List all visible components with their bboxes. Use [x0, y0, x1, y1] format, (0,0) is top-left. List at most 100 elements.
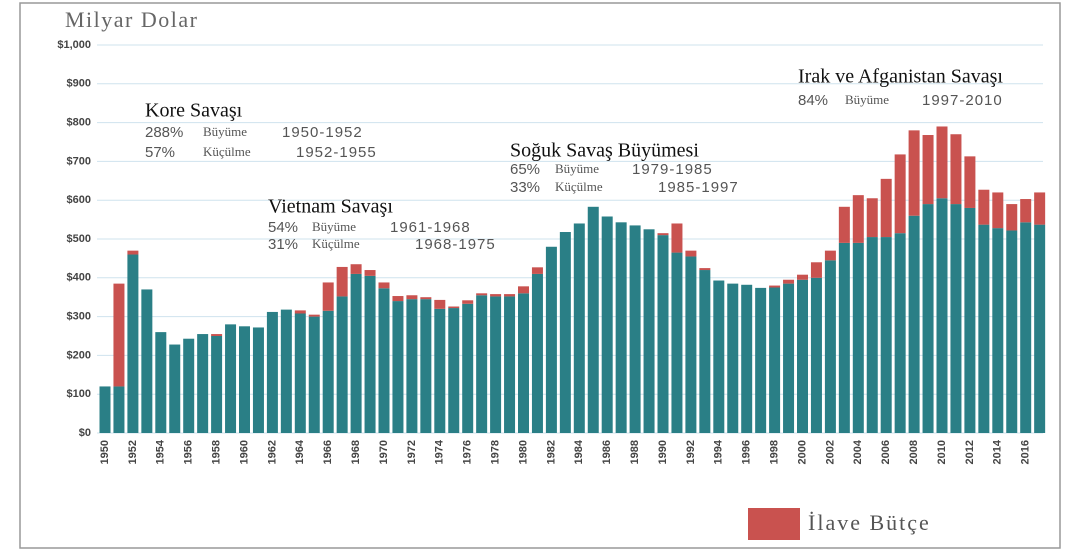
bar-segment [866, 237, 878, 433]
bar-segment [350, 273, 362, 433]
bar-segment [1006, 230, 1018, 433]
bar-segment [894, 233, 906, 433]
bar-segment [462, 303, 474, 433]
annotation-pct: 288% [145, 124, 183, 141]
bar-segment [950, 204, 962, 433]
bar-segment [518, 293, 529, 433]
bar-segment [1020, 222, 1032, 433]
bar-segment [685, 250, 697, 257]
bar-segment [518, 286, 529, 294]
bar-segment [141, 289, 153, 433]
bar-segment [978, 224, 990, 433]
annotation-title: Vietnam Savaşı [268, 196, 393, 218]
bar-segment [908, 215, 920, 433]
bar-segment [992, 228, 1004, 433]
bar-segment [824, 250, 836, 261]
annotation-word: Büyüme [555, 161, 599, 176]
bar-segment [308, 316, 320, 433]
bar-segment [699, 270, 711, 433]
bar-segment [531, 267, 543, 274]
annotation-pct: 57% [145, 144, 175, 161]
bar-segment [308, 314, 320, 317]
x-tick-label: 2012 [964, 440, 976, 464]
legend-label: İlave Bütçe [808, 510, 931, 535]
bar-segment [783, 283, 795, 433]
x-tick-label: 2010 [936, 440, 948, 464]
annotation-word: Küçülme [312, 236, 360, 251]
x-tick-label: 1996 [741, 440, 753, 464]
bar-segment [797, 274, 808, 280]
bar-segment [797, 279, 808, 433]
x-tick-label: 1964 [294, 439, 306, 464]
frame [19, 2, 1061, 549]
y-tick-label: $700 [67, 155, 91, 167]
bar-segment [406, 295, 418, 300]
bar-segment [922, 135, 934, 205]
bar-segment [392, 301, 404, 433]
bar-segment [322, 310, 334, 433]
bar-segment [880, 178, 892, 238]
annotation-years: 1979-1985 [632, 161, 713, 178]
x-tick-label: 1958 [211, 440, 223, 464]
bar-segment [950, 134, 962, 205]
y-tick-label: $600 [67, 194, 91, 206]
bar-segment [392, 296, 404, 302]
bar-segment [964, 156, 976, 208]
x-tick-label: 1976 [462, 440, 474, 464]
bar-segment [894, 154, 906, 234]
bar-segment [1034, 224, 1046, 433]
bar-segment [713, 280, 725, 433]
bar-segment [420, 299, 432, 433]
bar-segment [462, 300, 474, 304]
x-tick-label: 1984 [573, 439, 585, 464]
annotation-word: Küçülme [555, 179, 603, 194]
bar-segment [936, 198, 948, 433]
bar-segment [880, 237, 892, 433]
bar-segment [810, 262, 822, 278]
bar-segment [922, 204, 934, 433]
annotation-pct: 33% [510, 179, 540, 196]
annotation-title: Kore Savaşı [145, 100, 243, 122]
bar-segment [420, 297, 432, 300]
bar-segment [378, 282, 390, 289]
bar-segment [643, 229, 655, 433]
bar-segment [476, 295, 488, 433]
bar-segment [211, 336, 223, 433]
bar-segment [573, 223, 585, 433]
bar-segment [252, 327, 264, 433]
x-tick-label: 1990 [657, 440, 669, 464]
x-tick-label: 1982 [545, 440, 557, 464]
bar-segment [322, 282, 334, 311]
bar-segment [364, 270, 376, 276]
bar-segment [434, 308, 446, 433]
x-tick-label: 2006 [880, 440, 892, 464]
annotation-years: 1961-1968 [390, 219, 471, 236]
x-tick-label: 2002 [824, 440, 836, 464]
bar-segment [350, 264, 362, 274]
x-tick-label: 1988 [629, 440, 641, 464]
annotation-years: 1985-1997 [658, 179, 739, 196]
x-tick-label: 1980 [517, 440, 529, 464]
annotation-pct: 31% [268, 236, 298, 253]
bar-segment [336, 296, 348, 433]
y-tick-label: $1,000 [57, 39, 91, 51]
bar-segment [266, 311, 278, 433]
bar-segment [1034, 192, 1046, 225]
bar-segment [531, 273, 543, 433]
annotation-word: Büyüme [845, 92, 889, 107]
bar-segment [685, 256, 697, 433]
y-tick-label: $300 [67, 311, 91, 323]
x-tick-label: 1994 [713, 439, 725, 464]
bar-segment [545, 246, 557, 433]
bar-segment [866, 198, 878, 238]
bar-segment [824, 260, 836, 433]
chart-title: Milyar Dolar [65, 7, 198, 32]
bar-segment [280, 309, 292, 433]
bar-segment [559, 232, 571, 433]
bar-segment [964, 207, 976, 433]
bar-segment [769, 287, 781, 433]
y-tick-label: $100 [67, 388, 91, 400]
bar-segment [671, 223, 683, 253]
bar-segment [755, 287, 767, 433]
